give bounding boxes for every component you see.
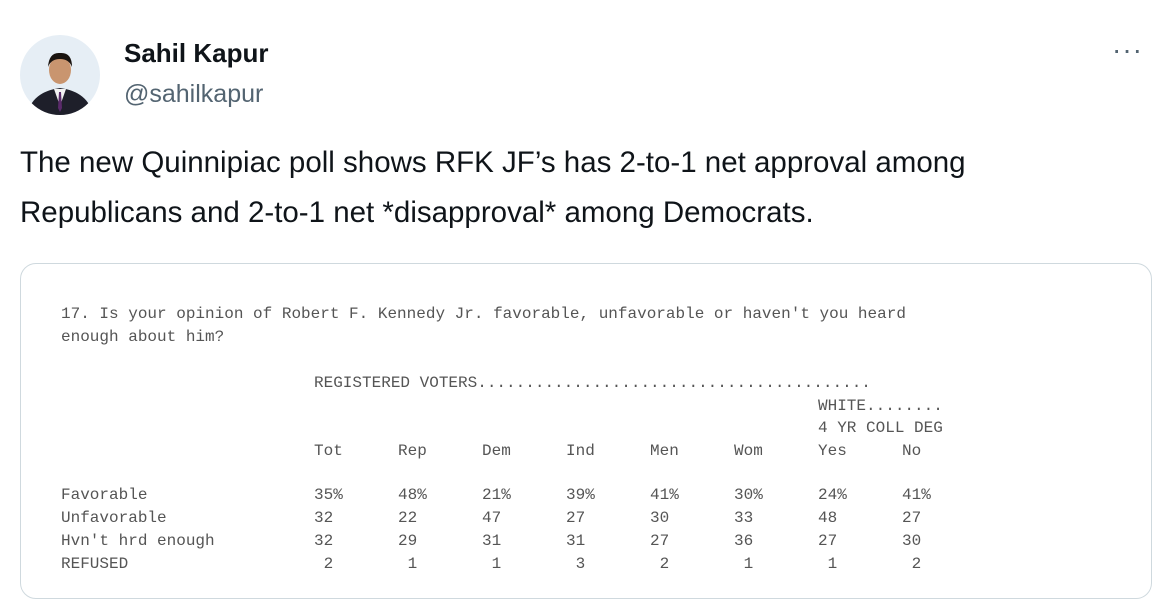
- column-header: Men: [650, 442, 679, 460]
- cell: 22: [398, 509, 417, 527]
- cell: 31: [482, 532, 501, 550]
- cell: 30%: [734, 486, 763, 504]
- cell: 2: [660, 555, 670, 573]
- cell: 2: [912, 555, 922, 573]
- cell: 39%: [566, 486, 595, 504]
- avatar[interactable]: [19, 34, 101, 116]
- cell: 1: [408, 555, 418, 573]
- cell: 27: [650, 532, 669, 550]
- cell: 29: [398, 532, 417, 550]
- cell: 24%: [818, 486, 847, 504]
- cell: 33: [734, 509, 753, 527]
- column-header: No: [902, 442, 921, 460]
- cell: 3: [576, 555, 586, 573]
- cell: 31: [566, 532, 585, 550]
- column-header: Rep: [398, 442, 427, 460]
- cell: 41%: [650, 486, 679, 504]
- cell: 21%: [482, 486, 511, 504]
- cell: 35%: [314, 486, 343, 504]
- cell: 36: [734, 532, 753, 550]
- question: 17. Is your opinion of Robert F. Kennedy…: [61, 305, 906, 323]
- cell: 1: [744, 555, 754, 573]
- question: enough about him?: [61, 328, 224, 346]
- row-label: Hvn't hrd enough: [61, 532, 215, 550]
- cell: 30: [902, 532, 921, 550]
- cell: 2: [324, 555, 334, 573]
- cell: 32: [314, 532, 333, 550]
- cell: 30: [650, 509, 669, 527]
- image-card[interactable]: 17. Is your opinion of Robert F. Kennedy…: [20, 263, 1152, 599]
- column-header: Yes: [818, 442, 847, 460]
- subgroup-header: WHITE........: [818, 397, 943, 415]
- subgroup-subheader: 4 YR COLL DEG: [818, 419, 943, 437]
- cell: 41%: [902, 486, 931, 504]
- more-button[interactable]: ···: [1112, 34, 1143, 65]
- post-text: Republicans and 2-to-1 net *disapproval*…: [20, 196, 814, 229]
- post-text: The new Quinnipiac poll shows RFK JF’s h…: [20, 146, 966, 179]
- cell: 48%: [398, 486, 427, 504]
- author-name[interactable]: Sahil Kapur: [124, 38, 269, 68]
- cell: 27: [902, 509, 921, 527]
- cell: 47: [482, 509, 501, 527]
- cell: 48: [818, 509, 837, 527]
- column-header: Tot: [314, 442, 343, 460]
- author-handle[interactable]: @sahilkapur: [124, 80, 264, 108]
- column-header: Ind: [566, 442, 595, 460]
- row-label: Unfavorable: [61, 509, 167, 527]
- cell: 27: [818, 532, 837, 550]
- row-label: REFUSED: [61, 555, 128, 573]
- column-header: Dem: [482, 442, 511, 460]
- row-label: Favorable: [61, 486, 147, 504]
- cell: 32: [314, 509, 333, 527]
- poll-table: 17. Is your opinion of Robert F. Kennedy…: [61, 305, 943, 573]
- column-header: Wom: [734, 442, 763, 460]
- group-header: REGISTERED VOTERS.......................…: [314, 374, 871, 392]
- cell: 27: [566, 509, 585, 527]
- cell: 1: [492, 555, 502, 573]
- cell: 1: [828, 555, 838, 573]
